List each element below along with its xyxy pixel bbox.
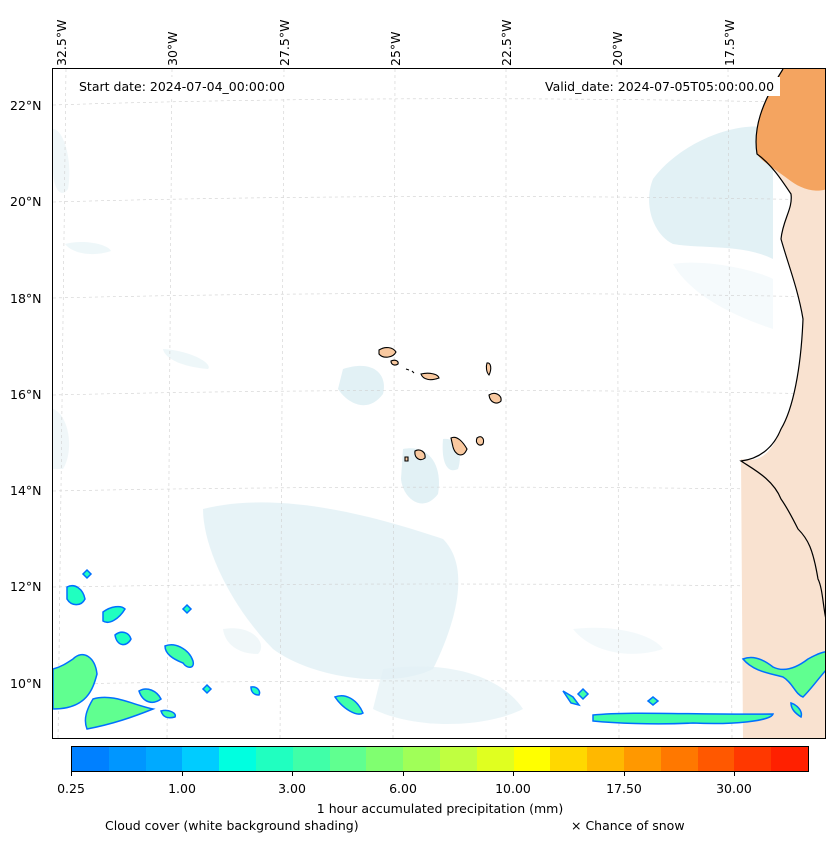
map-canvas: [53, 69, 825, 738]
colorbar-segment: [660, 747, 698, 771]
precipitation-patches: [53, 568, 825, 730]
lon-label-25w: 25°W: [388, 31, 403, 66]
colorbar-segment: [182, 747, 220, 771]
colorbar-segment: [476, 747, 514, 771]
lon-label-32-5w: 32.5°W: [54, 19, 69, 66]
africa-land: [739, 69, 825, 738]
colorbar-segment: [108, 747, 146, 771]
valid-date-label: Valid_date: 2024-07-05T05:00:00.00: [539, 77, 781, 96]
lat-label-20n: 20°N: [10, 194, 42, 209]
colorbar-segment: [587, 747, 624, 771]
colorbar-segment: [329, 747, 367, 771]
colorbar-tickmark: [182, 772, 183, 776]
gridlines: [53, 69, 825, 738]
lat-label-10n: 10°N: [10, 676, 42, 691]
colorbar-tick-label: 3.00: [278, 781, 306, 796]
lon-label-22-5w: 22.5°W: [499, 19, 514, 66]
lat-label-12n: 12°N: [10, 579, 42, 594]
colorbar-segment: [771, 747, 808, 771]
colorbar-segment: [292, 747, 330, 771]
map-frame: [52, 68, 826, 739]
colorbar-tickmark: [292, 772, 293, 776]
lat-label-22n: 22°N: [10, 98, 42, 113]
colorbar-tickmark: [624, 772, 625, 776]
cape-verde-islands: [378, 347, 502, 462]
snow-note: × Chance of snow: [571, 818, 685, 833]
colorbar-segment: [145, 747, 183, 771]
lat-label-14n: 14°N: [10, 483, 42, 498]
colorbar-tickmark: [734, 772, 735, 776]
colorbar-tick-label: 6.00: [389, 781, 417, 796]
colorbar-tickmark: [403, 772, 404, 776]
colorbar-tickmark: [71, 772, 72, 776]
lon-label-30w: 30°W: [165, 31, 180, 66]
colorbar-tick-label: 17.50: [606, 781, 642, 796]
lon-label-17-5w: 17.5°W: [722, 19, 737, 66]
colorbar-segment: [439, 747, 477, 771]
lon-label-27-5w: 27.5°W: [277, 19, 292, 66]
lat-label-18n: 18°N: [10, 291, 42, 306]
colorbar-segment: [72, 747, 109, 771]
colorbar-segment: [513, 747, 551, 771]
colorbar-segment: [550, 747, 588, 771]
colorbar-segment: [255, 747, 293, 771]
colorbar-tick-label: 10.00: [495, 781, 531, 796]
colorbar-segment: [697, 747, 735, 771]
colorbar-segment: [403, 747, 440, 771]
colorbar-segment: [623, 747, 661, 771]
colorbar-segment: [366, 747, 404, 771]
lon-label-20w: 20°W: [610, 31, 625, 66]
colorbar-tick-label: 30.00: [716, 781, 752, 796]
lat-label-16n: 16°N: [10, 387, 42, 402]
colorbar-segment: [219, 747, 256, 771]
start-date-label: Start date: 2024-07-04_00:00:00: [73, 77, 291, 96]
colorbar-tick-label: 0.25: [57, 781, 85, 796]
cloud-cover-shading: [53, 126, 773, 724]
colorbar-segment: [734, 747, 772, 771]
cloud-cover-note: Cloud cover (white background shading): [105, 818, 359, 833]
colorbar-label: 1 hour accumulated precipitation (mm): [316, 801, 564, 816]
colorbar-tickmark: [513, 772, 514, 776]
colorbar-tick-label: 1.00: [168, 781, 196, 796]
precipitation-colorbar: [71, 746, 809, 772]
